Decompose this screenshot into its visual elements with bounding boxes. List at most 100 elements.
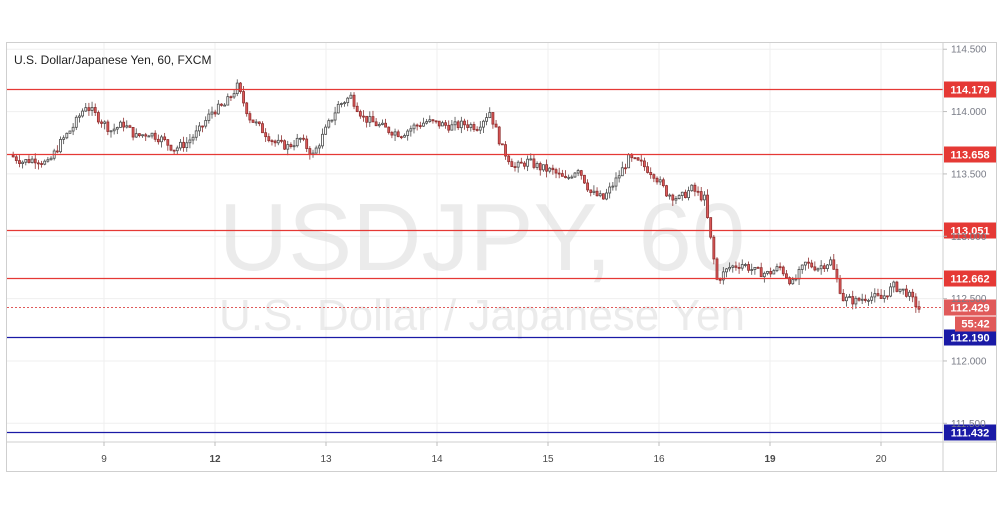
candle-body xyxy=(207,113,211,121)
candle-body xyxy=(399,136,403,139)
candle-body xyxy=(712,236,716,260)
candle-body xyxy=(797,269,801,280)
candle-body xyxy=(624,167,627,170)
candle-body xyxy=(340,103,343,105)
usdjpy-chart[interactable]: USDJPY, 60 U.S. Dollar / Japanese Yen 11… xyxy=(6,42,997,472)
candle-body xyxy=(100,121,103,124)
candle-body xyxy=(845,296,848,302)
candle-body xyxy=(857,297,861,301)
candle-body xyxy=(507,155,511,163)
candle-body xyxy=(201,125,204,128)
levels: 114.179 113.658 113.051 112.662 112.190 111.4… xyxy=(7,81,996,441)
candle-body xyxy=(84,107,88,112)
candle-body xyxy=(633,157,637,160)
candle-body xyxy=(292,145,296,148)
candle-body xyxy=(283,140,286,150)
candle-body xyxy=(428,119,432,122)
candle-body xyxy=(393,131,397,136)
candle-body xyxy=(892,281,896,288)
watermark: USDJPY, 60 U.S. Dollar / Japanese Yen xyxy=(219,184,746,340)
candle-body xyxy=(889,286,892,297)
candle-body xyxy=(387,126,391,133)
candle-body xyxy=(191,136,195,141)
candle-body xyxy=(74,116,78,128)
candle-body xyxy=(226,96,230,106)
candle-body xyxy=(109,130,113,133)
candle-body xyxy=(636,157,640,161)
candle-body xyxy=(425,121,429,124)
candle-body xyxy=(153,132,157,140)
candle-body xyxy=(876,293,880,296)
candle-body xyxy=(832,259,836,270)
candle-body xyxy=(270,140,274,143)
candle-body xyxy=(725,268,728,273)
candle-body xyxy=(27,159,31,163)
candle-body xyxy=(166,139,170,146)
candle-body xyxy=(138,133,141,137)
candle-body xyxy=(314,147,318,154)
candle-body xyxy=(160,136,163,143)
level-label: 113.658 xyxy=(950,150,989,162)
candle-body xyxy=(112,128,116,132)
candle-body xyxy=(245,102,249,115)
candle-body xyxy=(684,191,687,199)
candle-body xyxy=(639,159,643,162)
candle-body xyxy=(223,104,227,107)
candle-body xyxy=(377,124,381,127)
candle-body xyxy=(434,120,438,123)
candle-body xyxy=(321,133,324,147)
candle-body xyxy=(466,124,470,128)
candle-body xyxy=(251,119,255,123)
x-tick-label: 16 xyxy=(653,454,665,465)
candle-body xyxy=(693,184,697,192)
candle-body xyxy=(721,271,725,281)
candle-body xyxy=(895,281,899,292)
candle-body xyxy=(264,132,268,138)
candle-body xyxy=(879,294,883,299)
candle-body xyxy=(497,126,501,145)
candle-body xyxy=(813,266,817,271)
level-label: 111.432 xyxy=(951,428,990,440)
candle-body xyxy=(677,195,681,199)
candle-body xyxy=(510,161,514,167)
level-label: 112.662 xyxy=(950,274,989,286)
candle-body xyxy=(384,122,387,128)
candle-body xyxy=(453,121,457,126)
candle-body xyxy=(595,190,599,197)
candle-body xyxy=(412,124,416,130)
countdown-bg xyxy=(955,316,996,332)
candle-body xyxy=(122,121,126,128)
candle-body xyxy=(614,177,618,187)
candle-body xyxy=(538,163,542,171)
candle-body xyxy=(456,121,460,129)
candle-body xyxy=(280,139,283,142)
candle-body xyxy=(482,120,485,128)
candle-body xyxy=(886,295,889,298)
candle-body xyxy=(336,103,340,114)
candle-body xyxy=(213,111,217,115)
candle-body xyxy=(766,271,769,274)
candle-body xyxy=(579,170,583,176)
level-label-bg xyxy=(944,329,996,346)
candle-body xyxy=(785,273,788,279)
candle-body xyxy=(567,176,571,179)
candle-body xyxy=(605,192,608,200)
candle-body xyxy=(163,136,167,141)
candle-body xyxy=(62,137,66,140)
candle-body xyxy=(472,124,476,130)
candle-body xyxy=(526,158,530,167)
candle-body xyxy=(655,177,659,183)
time-axis[interactable]: 9 12 13 14 15 16 19 20 xyxy=(7,441,996,465)
candle-body xyxy=(115,127,119,130)
price-axis[interactable]: 114.500 114.000 113.500 113.000 112.500 112.0… xyxy=(942,43,987,471)
candle-body xyxy=(715,258,719,280)
candle-body xyxy=(119,121,122,128)
candle-body xyxy=(545,164,548,172)
candle-body xyxy=(822,265,826,270)
candle-body xyxy=(586,182,589,191)
candle-body xyxy=(248,113,252,121)
candle-body xyxy=(96,112,100,123)
candle-body xyxy=(450,124,454,131)
candle-body xyxy=(491,112,495,125)
candle-body xyxy=(49,157,53,161)
